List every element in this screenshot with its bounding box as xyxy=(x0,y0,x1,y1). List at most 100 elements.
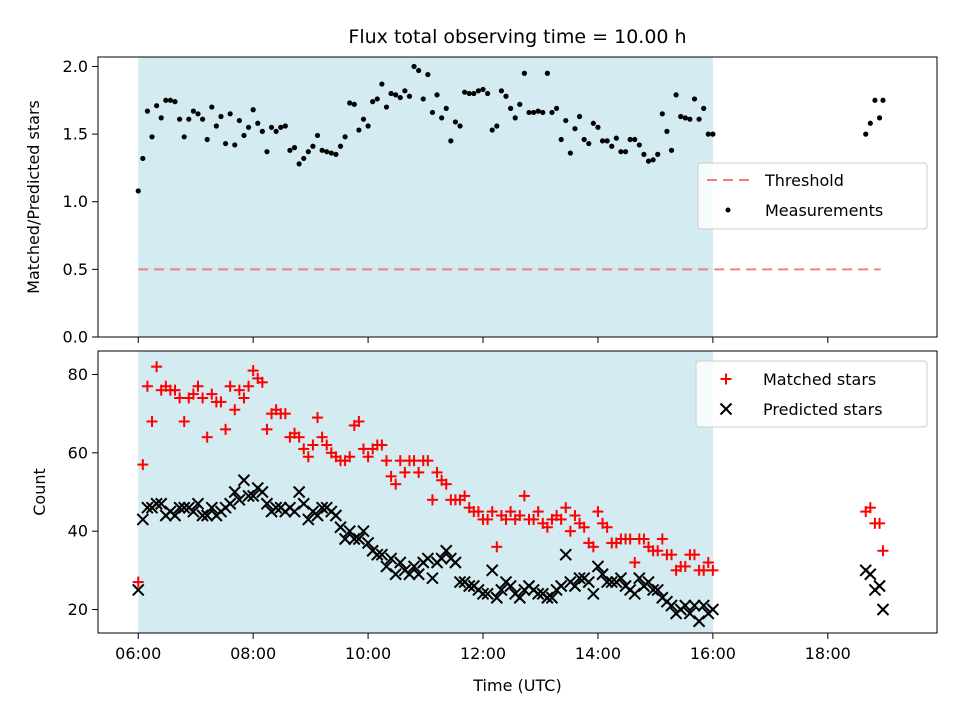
predicted-star-point xyxy=(329,509,343,522)
measurement-point xyxy=(296,161,302,167)
matched-star-point xyxy=(569,510,581,521)
ratio-panel: 0.0 0.5 1.0 1.5 2.0 Flux total observing tim… xyxy=(24,26,938,347)
measurement-point xyxy=(489,127,495,133)
measurement-point xyxy=(154,103,160,109)
measurement-point xyxy=(416,67,422,74)
matched-star-point xyxy=(224,380,236,392)
predicted-star-point xyxy=(394,556,407,569)
measurement-point xyxy=(576,113,583,120)
legend-predicted-label: Predicted stars xyxy=(763,400,883,419)
measurement-point xyxy=(411,63,417,70)
matched-star-point xyxy=(362,451,374,463)
measurement-point xyxy=(595,124,601,130)
legend-predicted-swatch xyxy=(719,402,733,416)
matched-star-point xyxy=(141,380,153,392)
predicted-star-point xyxy=(504,579,517,593)
measurement-point xyxy=(517,101,523,107)
measurement-point xyxy=(599,138,606,144)
predicted-star-point xyxy=(697,599,710,612)
measurement-point xyxy=(305,149,311,155)
measurement-point xyxy=(218,113,224,120)
matched-star-point xyxy=(298,443,310,455)
predicted-star-point xyxy=(173,501,186,514)
predicted-star-point xyxy=(361,536,375,550)
matched-star-point xyxy=(302,451,314,463)
predicted-star-point xyxy=(384,552,398,565)
legend-measurement-label: Measurements xyxy=(765,201,883,220)
predicted-star-point xyxy=(223,497,237,510)
matched-star-point xyxy=(440,478,452,490)
measurement-point xyxy=(195,111,201,117)
predicted-star-point xyxy=(587,587,600,601)
measurement-point xyxy=(425,71,431,78)
matched-star-point xyxy=(413,466,425,478)
measurement-point xyxy=(452,119,459,125)
measurement-point xyxy=(227,111,233,117)
measurement-point xyxy=(273,128,279,134)
measurement-point xyxy=(655,151,661,157)
measurement-point xyxy=(287,147,293,153)
measurement-point xyxy=(664,128,670,134)
measurement-point xyxy=(503,93,509,99)
measurement-point xyxy=(402,88,408,94)
measurement-point xyxy=(259,128,265,134)
count-x-ticks: 06:00 08:00 10:00 12:00 14:00 16:00 18:00 xyxy=(115,633,851,663)
matched-star-point xyxy=(652,545,664,557)
measurement-point xyxy=(494,123,500,129)
matched-star-point xyxy=(864,502,876,514)
predicted-star-point xyxy=(205,501,218,514)
predicted-star-point xyxy=(490,591,504,604)
x-tick-label: 18:00 xyxy=(805,644,851,663)
measurement-point xyxy=(526,109,532,116)
measurement-point xyxy=(213,123,219,129)
measurement-point xyxy=(319,147,325,153)
count-axes-frame xyxy=(97,350,938,634)
predicted-star-point xyxy=(136,513,150,526)
matched-star-point xyxy=(541,521,553,533)
matched-star-point xyxy=(624,533,636,545)
measurement-point xyxy=(158,115,164,121)
predicted-star-point xyxy=(389,568,402,581)
matched-star-point xyxy=(666,549,678,561)
predicted-star-point xyxy=(371,548,384,561)
predicted-star-point xyxy=(187,505,200,518)
predicted-star-point xyxy=(246,489,260,503)
measurement-point xyxy=(278,124,284,130)
measurement-point xyxy=(379,81,385,87)
measurement-point xyxy=(572,126,578,132)
measurement-point xyxy=(471,90,477,97)
matched-star-point xyxy=(201,431,213,443)
measurement-point xyxy=(245,124,252,130)
matched-star-point xyxy=(229,404,241,416)
ratio-y-axis-label: Matched/Predicted stars xyxy=(24,100,43,294)
x-tick-label: 14:00 xyxy=(575,644,621,663)
measurement-point xyxy=(876,115,883,121)
measurement-point xyxy=(347,100,353,106)
matched-star-point xyxy=(261,423,273,435)
predicted-star-point xyxy=(132,583,145,597)
predicted-star-point xyxy=(352,532,366,546)
y-tick-label: 1.0 xyxy=(63,192,88,211)
ratio-legend-box xyxy=(697,162,928,230)
predicted-star-point xyxy=(177,501,191,514)
measurement-point xyxy=(558,136,564,143)
measurement-point xyxy=(241,132,247,139)
matched-star-point xyxy=(491,541,503,553)
predicted-star-point xyxy=(495,583,508,597)
predicted-star-point xyxy=(403,568,416,581)
measurement-point xyxy=(687,116,693,122)
measurement-point xyxy=(668,147,675,153)
measurement-point xyxy=(553,105,560,112)
matched-star-point xyxy=(679,560,691,572)
x-tick-label: 08:00 xyxy=(230,644,276,663)
matched-star-point xyxy=(408,455,420,467)
measurement-point xyxy=(383,104,390,110)
matched-star-point xyxy=(555,513,567,525)
measurement-point xyxy=(282,123,288,129)
measurement-point xyxy=(264,149,270,155)
predicted-star-point xyxy=(864,568,877,581)
predicted-star-point xyxy=(426,571,439,585)
ratio-axes-frame xyxy=(97,56,938,338)
matched-star-point xyxy=(390,478,402,490)
